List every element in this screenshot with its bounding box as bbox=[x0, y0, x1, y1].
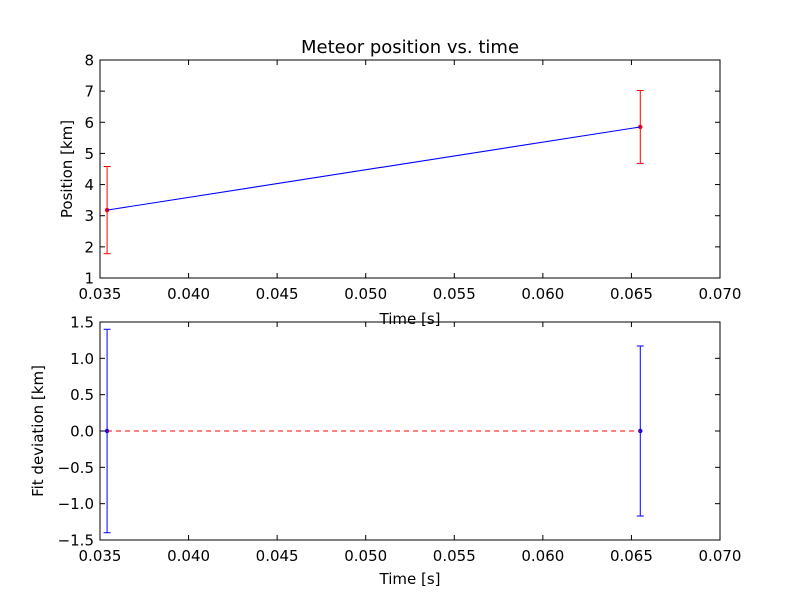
y-tick-label: 3 bbox=[84, 207, 94, 225]
position-axis-ticks: 0.035 0.040 0.045 0.050 0.055 0.060 0.065 0.070… bbox=[79, 52, 742, 304]
chart-title: Meteor position vs. time bbox=[301, 37, 519, 58]
y-tick-label: 7 bbox=[84, 83, 94, 101]
y-tick-label: 1 bbox=[84, 270, 94, 288]
x-tick-label: 0.065 bbox=[610, 285, 653, 303]
y-tick-label: 6 bbox=[84, 114, 94, 132]
x-tick-label: 0.045 bbox=[256, 285, 299, 303]
x-axis-label: Time [s] bbox=[379, 310, 441, 328]
x-tick-label: 0.045 bbox=[256, 547, 299, 565]
x-tick-label: 0.035 bbox=[79, 547, 122, 565]
y-tick-label: 1.5 bbox=[70, 314, 94, 332]
y-tick-label: 0.5 bbox=[70, 386, 94, 404]
x-tick-label: 0.055 bbox=[433, 285, 476, 303]
y-axis-label: Position [km] bbox=[58, 120, 76, 218]
y-tick-label: 8 bbox=[84, 52, 94, 70]
position-plot-marks bbox=[103, 90, 644, 255]
x-tick-label: 0.070 bbox=[699, 285, 742, 303]
y-tick-label: −1.0 bbox=[58, 495, 94, 513]
x-tick-label: 0.035 bbox=[79, 285, 122, 303]
y-tick-label: 4 bbox=[84, 176, 94, 194]
x-tick-label: 0.050 bbox=[344, 547, 387, 565]
y-tick-label: −0.5 bbox=[58, 459, 94, 477]
y-tick-label: 2 bbox=[84, 238, 94, 256]
x-tick-label: 0.040 bbox=[167, 547, 210, 565]
y-tick-label: 1.0 bbox=[70, 350, 94, 368]
fit-line bbox=[107, 126, 641, 211]
deviation-plot-marks bbox=[103, 328, 644, 534]
x-tick-label: 0.060 bbox=[521, 547, 564, 565]
y-axis-label: Fit deviation [km] bbox=[29, 365, 47, 497]
x-tick-label: 0.065 bbox=[610, 547, 653, 565]
y-tick-label: −1.5 bbox=[58, 532, 94, 550]
position-chart: Meteor position vs. time 0.035 0.040 0.045… bbox=[58, 37, 741, 328]
x-tick-label: 0.070 bbox=[699, 547, 742, 565]
x-tick-label: 0.055 bbox=[433, 547, 476, 565]
x-tick-label: 0.060 bbox=[521, 285, 564, 303]
x-tick-label: 0.040 bbox=[167, 285, 210, 303]
deviation-axis-ticks: 0.035 0.040 0.045 0.050 0.055 0.060 0.065 0.070… bbox=[58, 314, 742, 566]
x-tick-label: 0.050 bbox=[344, 285, 387, 303]
y-tick-label: 5 bbox=[84, 145, 94, 163]
y-tick-label: 0.0 bbox=[70, 423, 94, 441]
position-plot-frame bbox=[99, 59, 721, 279]
deviation-chart: 0.035 0.040 0.045 0.050 0.055 0.060 0.065 0.070… bbox=[29, 314, 741, 589]
x-axis-label: Time [s] bbox=[379, 570, 441, 588]
